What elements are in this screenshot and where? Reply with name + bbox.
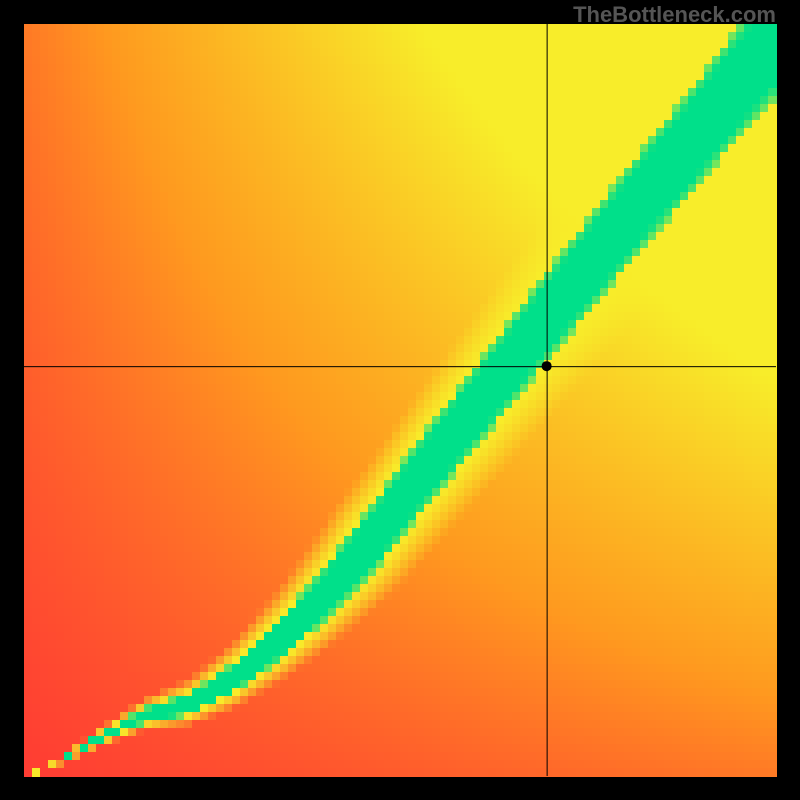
chart-container: TheBottleneck.com — [0, 0, 800, 800]
bottleneck-heatmap — [0, 0, 800, 800]
